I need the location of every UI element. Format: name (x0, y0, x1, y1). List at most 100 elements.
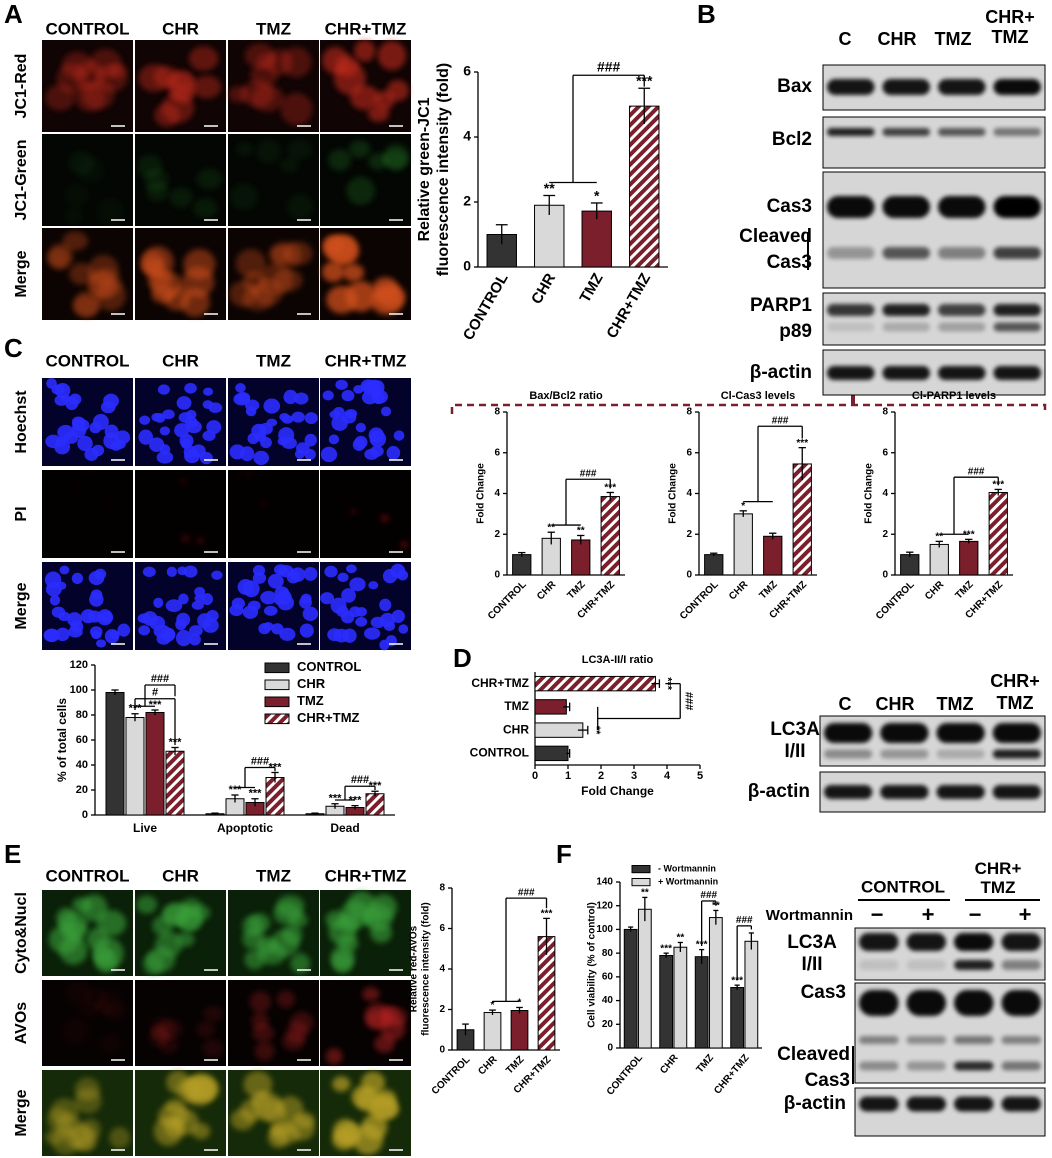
cell (290, 567, 306, 582)
cell (74, 1077, 101, 1101)
cell (56, 907, 77, 929)
cell (167, 72, 196, 100)
cell (96, 639, 107, 648)
band (993, 247, 1041, 259)
cell (208, 402, 223, 413)
cell (276, 895, 305, 918)
cell (175, 629, 192, 647)
blot-background (822, 116, 1046, 169)
micrograph (228, 134, 319, 226)
bar (165, 750, 185, 816)
band (954, 1061, 994, 1071)
band (1001, 933, 1041, 951)
cell (193, 198, 218, 219)
band (827, 79, 875, 95)
band (827, 247, 875, 259)
cell (349, 577, 366, 592)
micrograph (320, 890, 411, 976)
blot-label: CONTROL (861, 877, 945, 896)
significance: * (594, 187, 600, 203)
cell (322, 390, 334, 401)
bar (659, 955, 674, 1049)
blot-label: CHR+ (990, 671, 1040, 691)
cell (249, 991, 272, 1013)
cell (273, 564, 288, 576)
cell (333, 406, 345, 417)
x-tick-label: Dead (330, 821, 359, 835)
bar (629, 105, 660, 268)
cell (261, 1099, 286, 1124)
cell (149, 437, 165, 452)
significance: *** (963, 529, 975, 540)
panel-letter: A (4, 0, 23, 29)
blot (822, 292, 1046, 346)
band (938, 322, 986, 332)
blot-label: TMZ (937, 694, 974, 714)
y-tick-label: 0 (494, 570, 500, 581)
column-label: CHR (162, 866, 199, 885)
blot (854, 927, 1046, 981)
bar (581, 210, 612, 268)
bar (900, 554, 920, 576)
cell (283, 389, 298, 405)
cell (263, 398, 281, 414)
comparison-label: ### (597, 58, 621, 74)
cell (279, 627, 296, 641)
blot-label: TMZ (997, 693, 1034, 713)
panel-letter: D (453, 643, 472, 673)
significance: * (741, 501, 745, 512)
micrograph (228, 40, 319, 132)
band (1001, 1036, 1041, 1044)
cell (184, 416, 198, 429)
cell (80, 609, 96, 624)
cell (157, 384, 170, 395)
micrograph (135, 134, 226, 226)
treatment-level: + (1019, 902, 1032, 927)
y-tick-label: 8 (494, 407, 500, 418)
y-tick-label: 6 (882, 447, 888, 458)
cell (158, 1103, 189, 1128)
x-tick-label: 1 (565, 770, 571, 782)
blot (822, 64, 1046, 111)
significance: *** (149, 699, 163, 711)
cell (202, 1038, 224, 1058)
significance: *** (660, 943, 672, 954)
treatment-level: − (871, 902, 884, 927)
blot-label: β-actin (748, 781, 810, 802)
micrograph (42, 40, 133, 132)
cell (276, 990, 295, 1009)
cell (59, 565, 70, 575)
micrograph (42, 470, 133, 558)
band (938, 128, 986, 136)
cell (290, 953, 311, 974)
cell (244, 43, 275, 69)
band (882, 196, 930, 218)
cell (176, 396, 192, 410)
band (882, 366, 930, 380)
micrograph (320, 378, 411, 466)
y-tick-label: TMZ (504, 699, 529, 713)
cell (174, 423, 190, 438)
blot-label: CHR (878, 29, 917, 49)
cell (243, 1070, 273, 1098)
cell (331, 415, 349, 431)
cell (184, 383, 197, 394)
band (993, 366, 1041, 380)
cell (153, 597, 164, 609)
y-axis-label: % of total cells (55, 698, 69, 782)
cell (59, 935, 88, 965)
cell (44, 571, 62, 589)
row-label: Merge (13, 582, 30, 629)
legend-label: + Wortmannin (658, 876, 718, 886)
cell (242, 605, 259, 619)
cell (370, 922, 393, 943)
cell (259, 422, 273, 435)
cell (188, 633, 201, 646)
significance: ** (577, 526, 585, 537)
blot-label: β-actin (784, 1093, 846, 1114)
cell (299, 596, 312, 609)
y-axis-label: Relative green-JC1 (416, 97, 433, 241)
cell (332, 1076, 351, 1092)
cell (281, 414, 294, 424)
cell (341, 588, 356, 603)
